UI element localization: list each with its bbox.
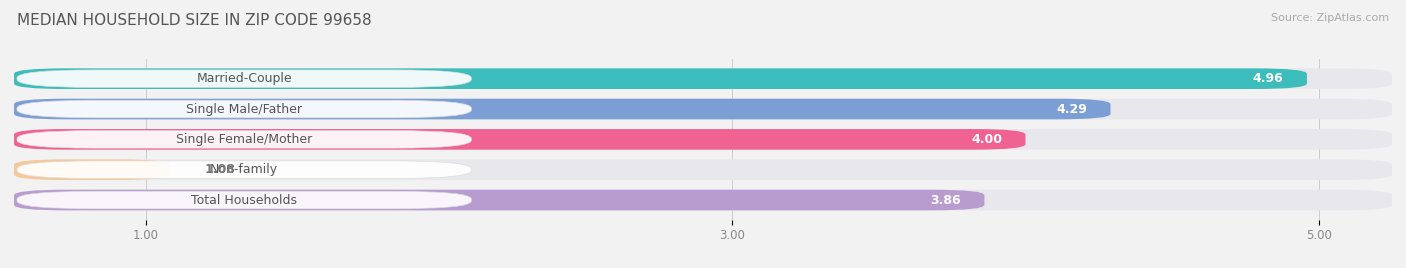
Text: 4.00: 4.00 — [972, 133, 1002, 146]
FancyBboxPatch shape — [14, 159, 170, 180]
FancyBboxPatch shape — [14, 68, 1308, 89]
Text: 4.96: 4.96 — [1253, 72, 1284, 85]
FancyBboxPatch shape — [14, 190, 1392, 210]
FancyBboxPatch shape — [17, 100, 471, 118]
FancyBboxPatch shape — [17, 161, 471, 178]
FancyBboxPatch shape — [14, 190, 984, 210]
Text: Married-Couple: Married-Couple — [197, 72, 292, 85]
FancyBboxPatch shape — [14, 99, 1392, 119]
FancyBboxPatch shape — [14, 159, 1392, 180]
FancyBboxPatch shape — [14, 129, 1392, 150]
Text: 4.29: 4.29 — [1056, 103, 1087, 116]
Text: Source: ZipAtlas.com: Source: ZipAtlas.com — [1271, 13, 1389, 23]
FancyBboxPatch shape — [17, 191, 471, 209]
FancyBboxPatch shape — [14, 68, 1392, 89]
FancyBboxPatch shape — [17, 70, 471, 87]
Text: Single Male/Father: Single Male/Father — [186, 103, 302, 116]
Text: MEDIAN HOUSEHOLD SIZE IN ZIP CODE 99658: MEDIAN HOUSEHOLD SIZE IN ZIP CODE 99658 — [17, 13, 371, 28]
FancyBboxPatch shape — [17, 131, 471, 148]
Text: Non-family: Non-family — [209, 163, 278, 176]
Text: 1.08: 1.08 — [205, 163, 235, 176]
FancyBboxPatch shape — [14, 129, 1025, 150]
FancyBboxPatch shape — [14, 99, 1111, 119]
Text: Total Households: Total Households — [191, 193, 297, 207]
Text: Single Female/Mother: Single Female/Mother — [176, 133, 312, 146]
Text: 3.86: 3.86 — [931, 193, 960, 207]
